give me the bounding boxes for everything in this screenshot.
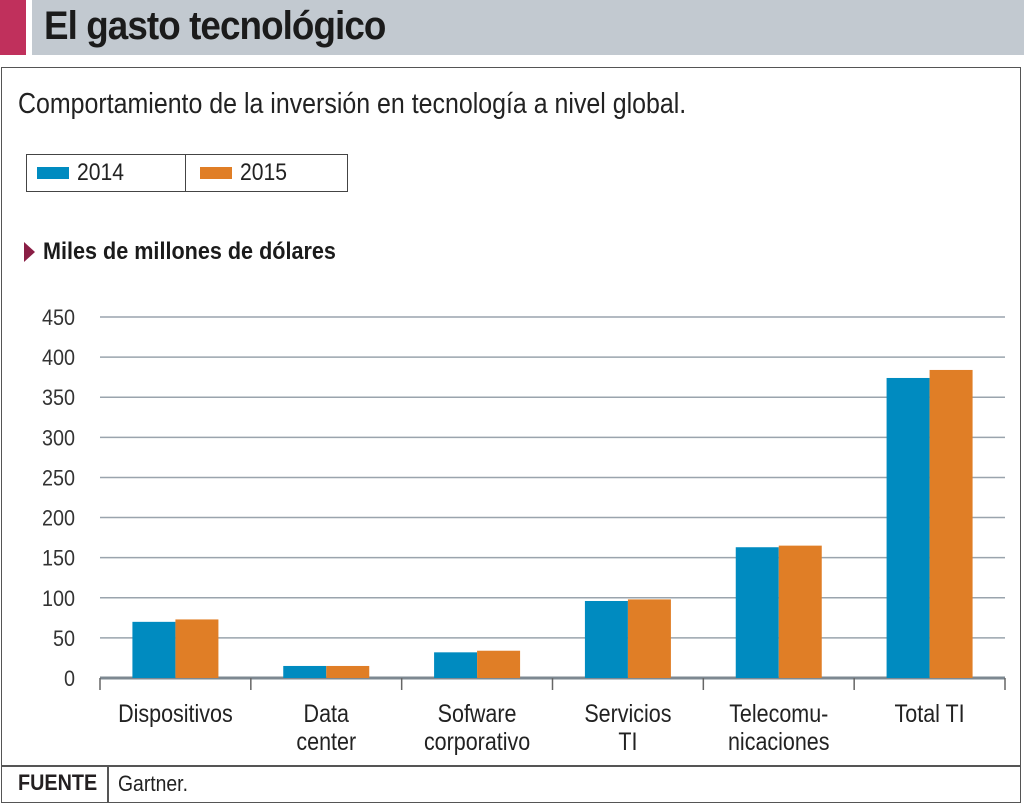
unit-heading: Miles de millones de dólares bbox=[24, 238, 368, 266]
footer-divider bbox=[1, 765, 1021, 767]
bar-2015 bbox=[477, 650, 521, 678]
x-tick-label: Total TI bbox=[895, 699, 965, 727]
header-bar bbox=[32, 0, 1024, 55]
legend-swatch-2014 bbox=[37, 167, 69, 179]
legend: 2014 2015 bbox=[26, 154, 348, 192]
y-tick-label: 150 bbox=[42, 547, 75, 571]
legend-label-2014: 2014 bbox=[77, 159, 124, 186]
x-tick-label: TI bbox=[618, 727, 637, 755]
bar-2014 bbox=[434, 652, 478, 678]
y-tick-label: 200 bbox=[42, 507, 75, 531]
y-axis-label: Miles de millones de dólares bbox=[43, 238, 336, 265]
legend-item-2014: 2014 bbox=[27, 155, 185, 191]
y-tick-label: 450 bbox=[42, 306, 75, 330]
x-tick-label: Dispositivos bbox=[118, 699, 233, 727]
bar-chart: 0 50 100 150 200 250 300 350 400 450 Dispositivos D… bbox=[42, 306, 1006, 755]
bar-2015 bbox=[326, 665, 370, 678]
x-tick-label: Sofware bbox=[438, 699, 517, 727]
x-tick-label: Telecomu- bbox=[729, 699, 828, 727]
y-tick-label: 400 bbox=[42, 346, 75, 370]
bar-2015 bbox=[175, 619, 219, 678]
chart-subtitle: Comportamiento de la inversión en tecnol… bbox=[18, 88, 687, 120]
source-divider bbox=[107, 766, 109, 803]
bar-2015 bbox=[627, 599, 671, 678]
bar-2015 bbox=[929, 369, 973, 678]
chart-title: El gasto tecnológico bbox=[44, 4, 386, 48]
x-tick-label: Data bbox=[304, 699, 349, 727]
x-tick-label: Servicios bbox=[584, 699, 671, 727]
y-tick-label: 350 bbox=[42, 386, 75, 410]
x-tick-label: nicaciones bbox=[728, 727, 830, 755]
y-tick-label: 250 bbox=[42, 467, 75, 491]
y-tick-label: 0 bbox=[64, 667, 75, 691]
triangle-marker-icon bbox=[24, 242, 35, 262]
legend-label-2015: 2015 bbox=[239, 159, 287, 186]
bar-2015 bbox=[778, 545, 822, 678]
bar-2014 bbox=[735, 547, 779, 678]
x-tick-label: center bbox=[296, 727, 356, 755]
header-accent bbox=[0, 0, 26, 55]
legend-swatch-2015 bbox=[199, 167, 232, 179]
y-tick-label: 300 bbox=[42, 426, 75, 450]
source-text: Gartner. bbox=[118, 771, 188, 796]
bar-2014 bbox=[283, 665, 327, 678]
y-tick-label: 50 bbox=[53, 627, 75, 651]
x-tick-label: corporativo bbox=[424, 727, 530, 755]
bar-2014 bbox=[886, 377, 930, 678]
legend-item-2015: 2015 bbox=[184, 155, 348, 191]
y-tick-label: 100 bbox=[42, 587, 75, 611]
source-label: FUENTE bbox=[18, 770, 98, 795]
bar-2014 bbox=[132, 621, 176, 678]
bar-2014 bbox=[584, 600, 628, 678]
chart-frame bbox=[1, 67, 1021, 803]
